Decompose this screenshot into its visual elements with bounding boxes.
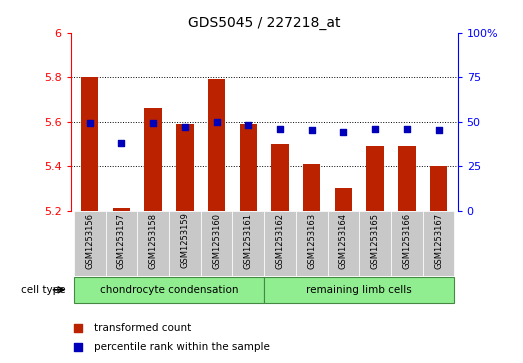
- Point: [180, 124, 189, 130]
- Point: [435, 128, 443, 134]
- Point: [276, 126, 284, 132]
- Text: GSM1253166: GSM1253166: [402, 212, 412, 269]
- Bar: [359, 211, 391, 276]
- Bar: [201, 211, 232, 276]
- Point: [117, 140, 126, 146]
- Text: GSM1253167: GSM1253167: [434, 212, 443, 269]
- Bar: [264, 277, 454, 303]
- Text: GSM1253160: GSM1253160: [212, 212, 221, 269]
- Text: GSM1253164: GSM1253164: [339, 212, 348, 269]
- Text: transformed count: transformed count: [94, 323, 191, 333]
- Bar: [430, 166, 447, 211]
- Bar: [335, 188, 352, 211]
- Bar: [271, 144, 289, 211]
- Point: [149, 121, 157, 126]
- Bar: [169, 211, 201, 276]
- Point: [244, 122, 253, 128]
- Bar: [303, 164, 321, 211]
- Bar: [232, 211, 264, 276]
- Text: chondrocyte condensation: chondrocyte condensation: [100, 285, 238, 295]
- Bar: [327, 211, 359, 276]
- Bar: [398, 146, 416, 211]
- Bar: [240, 124, 257, 211]
- Bar: [176, 124, 194, 211]
- Bar: [144, 108, 162, 211]
- Point: [371, 126, 379, 132]
- Point: [85, 121, 94, 126]
- Bar: [367, 146, 384, 211]
- Text: percentile rank within the sample: percentile rank within the sample: [94, 342, 270, 352]
- Bar: [137, 211, 169, 276]
- Bar: [74, 277, 264, 303]
- Text: GSM1253156: GSM1253156: [85, 212, 94, 269]
- Bar: [264, 211, 296, 276]
- Text: GSM1253165: GSM1253165: [371, 212, 380, 269]
- Point: [403, 126, 411, 132]
- Bar: [296, 211, 327, 276]
- Point: [339, 129, 348, 135]
- Point: [74, 344, 83, 350]
- Text: remaining limb cells: remaining limb cells: [306, 285, 412, 295]
- Point: [74, 325, 83, 331]
- Text: GSM1253163: GSM1253163: [307, 212, 316, 269]
- Bar: [74, 211, 106, 276]
- Text: GSM1253161: GSM1253161: [244, 212, 253, 269]
- Text: cell type: cell type: [21, 285, 65, 295]
- Bar: [81, 77, 98, 211]
- Text: GSM1253157: GSM1253157: [117, 212, 126, 269]
- Text: GSM1253158: GSM1253158: [149, 212, 157, 269]
- Bar: [423, 211, 454, 276]
- Bar: [106, 211, 137, 276]
- Point: [212, 119, 221, 125]
- Bar: [208, 79, 225, 211]
- Text: GSM1253162: GSM1253162: [276, 212, 285, 269]
- Point: [308, 128, 316, 134]
- Title: GDS5045 / 227218_at: GDS5045 / 227218_at: [188, 16, 340, 30]
- Bar: [391, 211, 423, 276]
- Bar: [112, 208, 130, 211]
- Text: GSM1253159: GSM1253159: [180, 212, 189, 268]
